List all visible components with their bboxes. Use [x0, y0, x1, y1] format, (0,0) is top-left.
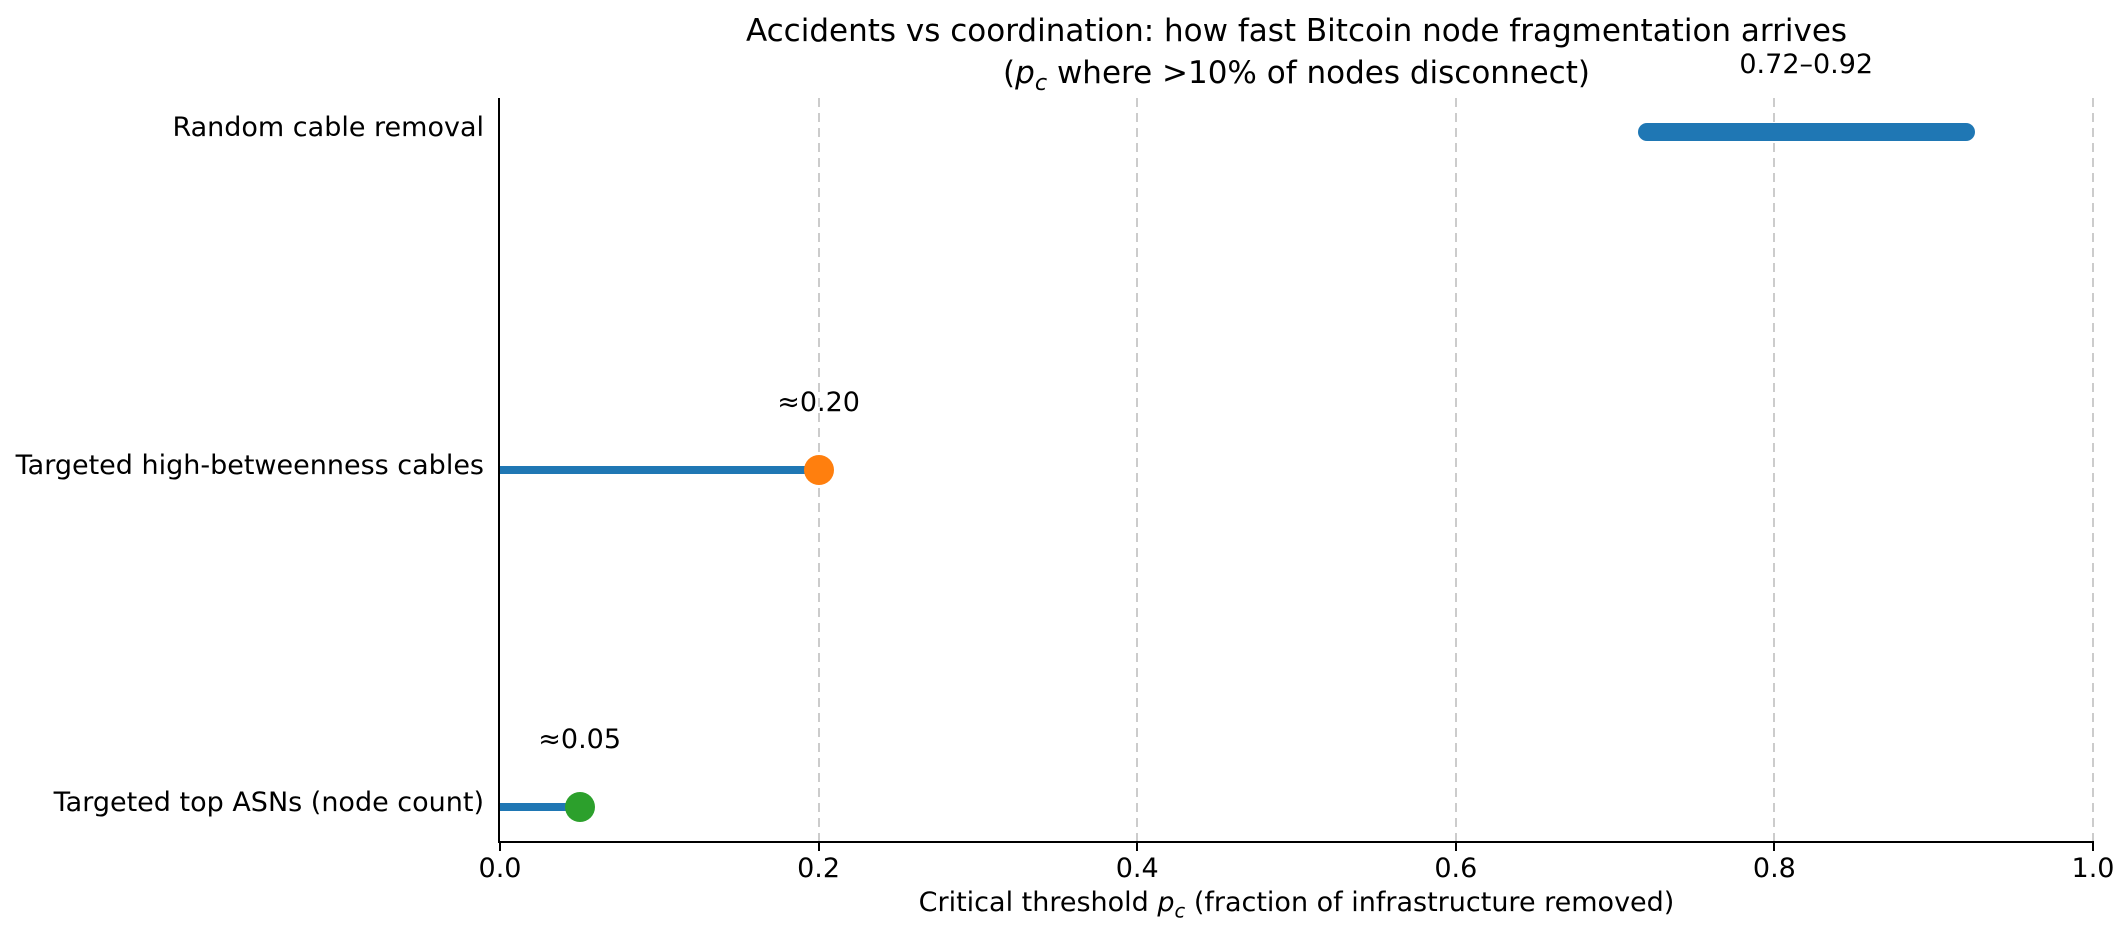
- x-axis-spine: [498, 841, 2093, 843]
- title-line2-post: where >10% of nodes disconnect): [1047, 55, 1590, 91]
- x-axis-label: Critical threshold pc (fraction of infra…: [500, 886, 2093, 928]
- grid-line: [1136, 98, 1139, 841]
- x-tick-mark: [2092, 841, 2094, 851]
- x-tick-mark: [1773, 841, 1776, 851]
- dot: [803, 454, 834, 485]
- x-tick-label: 0.6: [1434, 853, 1478, 884]
- x-tick-mark: [1136, 841, 1139, 851]
- grid-line: [2092, 98, 2094, 841]
- x-tick-label: 0.2: [797, 853, 841, 884]
- stem: [500, 465, 819, 474]
- xlabel-post: (fraction of infrastructure removed): [1185, 887, 1675, 918]
- xlabel-var: p: [1157, 887, 1175, 918]
- xlabel-pre: Critical threshold: [918, 887, 1158, 918]
- dot: [564, 792, 595, 823]
- annotation: ≈0.20: [777, 386, 860, 418]
- annotation: ≈0.05: [538, 724, 622, 756]
- title-line2-var: p: [1015, 55, 1035, 91]
- x-tick-label: 1.0: [2071, 853, 2115, 884]
- category-label: Targeted top ASNs (node count): [53, 787, 484, 819]
- category-label: Random cable removal: [172, 111, 484, 143]
- x-tick-label: 0.0: [478, 853, 522, 884]
- chart-title-line2: (pc where >10% of nodes disconnect): [500, 52, 2093, 104]
- grid-line: [1773, 98, 1776, 841]
- y-axis-spine: [498, 98, 500, 841]
- grid-line: [1454, 98, 1457, 841]
- category-label: Targeted high-betweenness cables: [15, 449, 484, 481]
- xlabel-sub: c: [1174, 899, 1186, 923]
- chart-title-line1: Accidents vs coordination: how fast Bitc…: [745, 13, 1848, 49]
- title-line2-pre: (: [1003, 55, 1016, 91]
- stem: [500, 803, 580, 812]
- x-tick-mark: [499, 841, 501, 851]
- range-bar: [1637, 122, 1975, 141]
- x-tick-label: 0.4: [1115, 853, 1159, 884]
- chart-title: Accidents vs coordination: how fast Bitc…: [500, 10, 2093, 104]
- x-tick-mark: [1454, 841, 1457, 851]
- annotation: 0.72–0.92: [1739, 48, 1874, 80]
- x-tick-label: 0.8: [1752, 853, 1796, 884]
- title-line2-sub: c: [1034, 70, 1048, 97]
- x-tick-mark: [817, 841, 820, 851]
